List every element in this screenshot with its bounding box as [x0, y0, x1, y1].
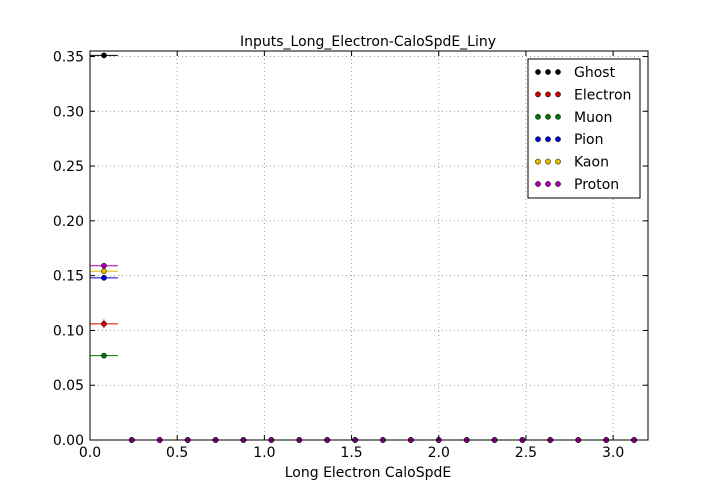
data-point [101, 352, 107, 359]
plot-frame [89, 50, 649, 441]
x-tick-label: 0.0 [79, 445, 101, 461]
legend-marker [545, 91, 551, 98]
legend: Ghost Electron Muon Pion Kaon Proton [527, 58, 641, 199]
x-tick-label: 3.0 [602, 445, 624, 461]
legend-marker [535, 91, 541, 98]
legend-label: Electron [574, 87, 631, 103]
y-tick-label: 0.30 [53, 104, 84, 120]
series-muon [90, 352, 648, 443]
legend-entry-proton: Proton [535, 177, 619, 193]
series-electron [90, 319, 648, 443]
x-tick-label: 2.0 [428, 445, 450, 461]
legend-marker [555, 91, 561, 98]
data-point [101, 268, 107, 275]
legend-marker [555, 181, 561, 187]
legend-marker [545, 136, 551, 143]
y-tick-label: 0.05 [53, 378, 84, 394]
legend-entry-ghost: Ghost [535, 65, 616, 81]
legend-marker [535, 181, 541, 187]
data-point [101, 52, 107, 59]
legend-label: Muon [574, 110, 612, 126]
legend-marker [545, 181, 551, 187]
legend-marker [535, 69, 541, 75]
x-tick-label: 2.5 [515, 445, 537, 461]
legend-entry-electron: Electron [535, 87, 631, 103]
legend-marker [555, 113, 561, 120]
legend-marker [555, 69, 561, 75]
x-tick-label: 0.5 [166, 445, 188, 461]
y-tick-label: 0.25 [53, 159, 84, 175]
ticks: 0.0 0.5 1.0 1.5 2.0 2.5 3.0 0.00 0.05 0.10 0.15 0.2… [53, 49, 648, 461]
legend-marker [535, 136, 541, 143]
legend-label: Proton [574, 177, 619, 193]
legend-label: Ghost [574, 65, 616, 81]
grid [90, 51, 648, 440]
y-tick-label: 0.15 [53, 269, 84, 285]
legend-marker [545, 113, 551, 120]
x-axis-label: Long Electron CaloSpdE [285, 465, 452, 481]
legend-label: Pion [574, 132, 603, 148]
legend-marker [535, 158, 541, 165]
legend-marker [555, 136, 561, 143]
data-point [101, 320, 107, 327]
chart-title: Inputs_Long_Electron-CaloSpdE_Liny [240, 34, 496, 50]
data-point [101, 274, 107, 281]
series-pion [90, 274, 648, 443]
series-proton [90, 262, 648, 443]
legend-marker [535, 113, 541, 120]
legend-marker [545, 69, 551, 75]
legend-entry-pion: Pion [535, 132, 603, 148]
data-point [101, 262, 107, 269]
y-tick-label: 0.35 [53, 49, 84, 65]
legend-box [527, 58, 641, 199]
y-tick-label: 0.00 [53, 433, 84, 449]
series-kaon [90, 268, 648, 443]
legend-entry-kaon: Kaon [535, 155, 609, 171]
x-tick-label: 1.0 [253, 445, 275, 461]
legend-marker [555, 158, 561, 165]
x-tick-label: 1.5 [340, 445, 362, 461]
legend-entry-muon: Muon [535, 110, 612, 126]
legend-marker [545, 158, 551, 165]
y-tick-label: 0.10 [53, 323, 84, 339]
legend-label: Kaon [574, 155, 609, 171]
y-tick-label: 0.20 [53, 214, 84, 230]
